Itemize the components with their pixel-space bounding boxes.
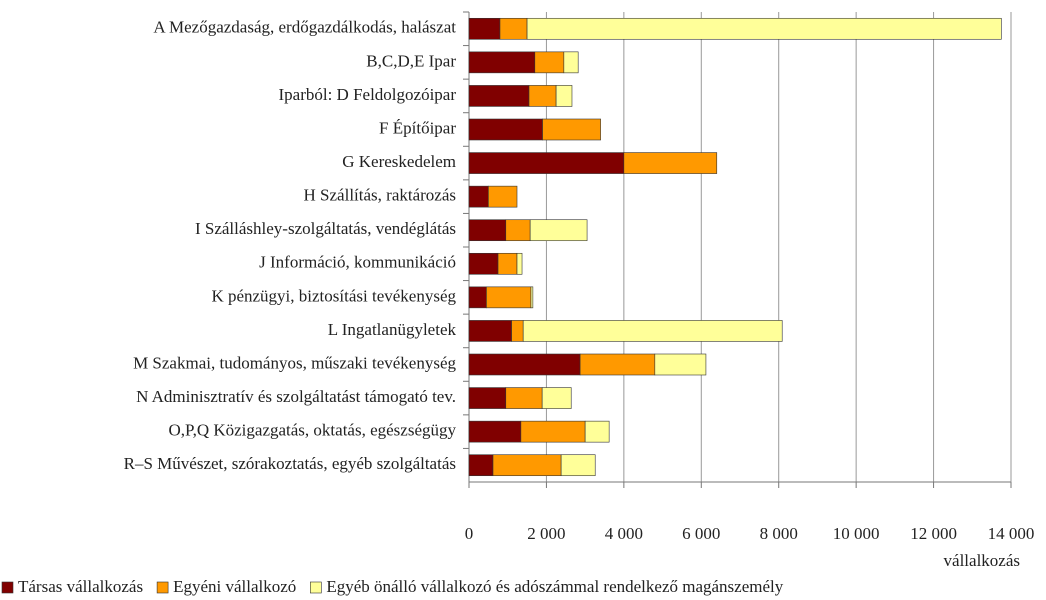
bar-segment [468,320,512,342]
bar-segment [511,320,524,342]
x-axis-label: vállalkozás [944,551,1020,570]
legend-label: Társas vállalkozás [18,577,143,596]
bar-segment [541,387,572,409]
bar-segment [560,454,596,477]
bar-segment [468,152,625,174]
bar-segment [584,420,610,443]
bar-segment [497,252,518,275]
x-tick-label: 2 000 [527,524,565,543]
y-tick-label: K pénzügyi, biztosítási tevékenység [211,286,456,305]
bar-segment [468,185,489,208]
bar-segment [555,85,573,107]
x-tick-label: 8 000 [760,524,798,543]
bar-segment [468,17,501,40]
bar-segment [520,420,586,443]
x-tick-label: 10 000 [833,524,880,543]
bar-segment [468,387,507,409]
legend-swatch [310,581,322,594]
bar-segment [654,353,707,376]
legend-swatch [1,581,14,594]
bar-segment [516,252,523,275]
bar-segment [522,320,783,342]
y-tick-label: O,P,Q Közigazgatás, oktatás, egészségügy [168,421,456,440]
bar-segment [534,51,565,74]
bar-segment [528,85,557,107]
bar-segment [505,387,543,409]
bar-segment [623,152,718,174]
bar-segment [488,185,518,208]
y-tick-label: N Adminisztratív és szolgáltatást támoga… [136,387,456,406]
y-tick-label: H Szállítás, raktározás [304,186,456,205]
bar-segment [468,454,494,477]
bar-segment [529,219,588,242]
x-tick-label: 4 000 [605,524,643,543]
bar-segment [486,286,532,309]
y-tick-label: G Kereskedelem [342,152,456,171]
legend-label: Egyéb önálló vállalkozó és adószámmal re… [326,577,783,596]
bar-segment [468,420,522,443]
legend-swatch [156,581,169,594]
y-tick-label: L Ingatlanügyletek [328,320,457,339]
y-tick-label: A Mezőgazdaság, erdőgazdálkodás, halásza… [153,18,456,37]
y-tick-label: Iparból: D Feldolgozóipar [278,85,456,104]
bar-segment [579,353,656,376]
bar-segment [468,85,530,107]
y-tick-label: F Építőipar [379,118,456,137]
bar-segment [542,118,601,141]
bar-segment [526,17,1002,40]
x-tick-label: 0 [465,524,474,543]
bar-segment [468,51,536,74]
y-tick-label: J Információ, kommunikáció [259,253,456,272]
bar-segment [530,286,534,309]
bar-segment [492,454,562,477]
y-tick-label: I Szálláshley-szolgáltatás, vendéglátás [195,219,456,238]
bar-segment [468,353,581,376]
bar-segment [499,17,528,40]
bar-segment [563,51,579,74]
bar-segment [468,219,507,242]
bar-segment [468,118,543,141]
y-tick-label: M Szakmai, tudományos, műszaki tevékenys… [133,353,456,372]
x-tick-label: 6 000 [682,524,720,543]
bar-segment [468,252,499,275]
x-tick-label: 14 000 [988,524,1035,543]
legend-label: Egyéni vállalkozó [173,577,296,596]
y-tick-label: B,C,D,E Ipar [366,51,456,70]
y-tick-label: R–S Művészet, szórakoztatás, egyéb szolg… [124,454,456,473]
bar-segment [468,286,487,309]
bar-segment [505,219,531,242]
x-tick-label: 12 000 [910,524,957,543]
